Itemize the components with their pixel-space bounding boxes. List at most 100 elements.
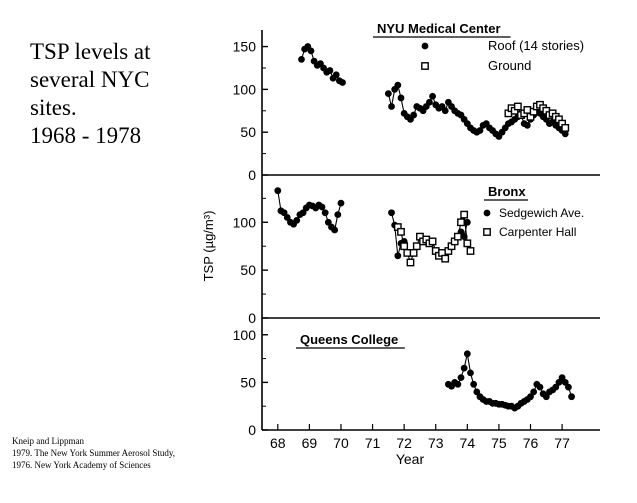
data-point — [409, 249, 418, 257]
data-point — [441, 107, 449, 115]
caption: TSP levels at several NYC sites. 1968 - … — [30, 38, 151, 150]
data-point — [561, 130, 569, 138]
data-point — [470, 380, 478, 388]
data-point — [513, 102, 522, 111]
data-point — [321, 209, 329, 217]
panel-3: 0 50 100 Queens College 68 69 70 71 72 73 74 75 76 77… — [233, 327, 600, 467]
caption-line-4: 1968 - 1978 — [30, 123, 142, 148]
x-tick-label: 75 — [491, 435, 507, 451]
data-point — [523, 106, 532, 114]
x-tick-label: 71 — [365, 435, 381, 451]
panel-title: NYU Medical Center — [377, 21, 501, 36]
caption-line-1: TSP levels at — [30, 39, 151, 64]
y-tick-label: 50 — [240, 374, 256, 390]
data-point — [337, 199, 345, 207]
data-point — [384, 90, 392, 98]
legend-label: Roof (14 stories) — [488, 38, 584, 53]
x-tick-label: 68 — [270, 435, 286, 451]
y-tick-label: 0 — [248, 422, 256, 438]
data-point — [331, 226, 339, 234]
series-sedgewich-ave- — [274, 187, 471, 260]
panel-title: Bronx — [488, 184, 526, 199]
y-tick-label: 100 — [233, 327, 257, 343]
legend-marker — [483, 209, 491, 217]
caption-line-3: sites. — [30, 95, 77, 120]
data-point — [397, 94, 405, 102]
data-point — [397, 227, 405, 236]
series-queens-college — [444, 350, 575, 412]
y-tick-label: 50 — [240, 124, 256, 140]
data-point — [410, 111, 418, 119]
legend-marker — [421, 62, 429, 70]
data-point — [388, 209, 395, 217]
data-point — [406, 258, 415, 267]
data-point — [283, 214, 291, 221]
data-point — [332, 71, 340, 79]
y-tick-label: 50 — [240, 262, 256, 278]
y-tick-label: 0 — [248, 310, 256, 326]
data-point — [460, 210, 469, 219]
credit-line-1: Kneip and Lippman — [12, 436, 84, 446]
x-tick-label: 76 — [523, 435, 539, 451]
y-tick-label: 100 — [233, 81, 257, 97]
data-point — [463, 350, 471, 358]
data-point — [400, 242, 409, 251]
data-point — [467, 369, 474, 377]
legend-marker — [483, 228, 491, 236]
data-point — [334, 211, 342, 219]
legend-marker — [421, 42, 429, 50]
x-axis-title: Year — [396, 451, 425, 467]
credit-line-2: 1979. The New York Summer Aerosol Study, — [12, 448, 176, 458]
data-point — [463, 239, 472, 248]
panel-title: Queens College — [300, 332, 398, 347]
legend-label: Carpenter Hall — [499, 225, 576, 239]
legend-label: Ground — [488, 58, 531, 73]
data-point — [466, 247, 475, 255]
data-point — [394, 81, 402, 89]
data-point — [274, 187, 282, 195]
panel-1: 0 50 100 150 NYU Medical Center Roof (14 stor… — [233, 21, 600, 183]
data-point — [457, 218, 465, 227]
data-point — [565, 383, 572, 391]
data-point — [293, 216, 301, 224]
legend-label: Sedgewich Ave. — [499, 206, 584, 220]
data-point — [412, 242, 421, 251]
data-point — [429, 92, 436, 100]
data-point — [324, 218, 332, 226]
x-tick-label: 70 — [333, 435, 349, 451]
data-point — [460, 364, 468, 372]
caption-line-2: several NYC — [30, 67, 150, 92]
data-point — [428, 237, 437, 246]
data-point — [388, 103, 395, 110]
y-tick-label: 0 — [248, 167, 256, 183]
data-point — [453, 232, 462, 241]
data-point — [339, 79, 346, 86]
source-credit: Kneip and Lippman 1979. The New York Sum… — [12, 435, 175, 471]
panel-2: 0 50 100 Bronx Sedgewich Ave. Carpenter Hall T… — [201, 184, 600, 326]
series-carpenter-hall — [393, 210, 475, 267]
data-point — [307, 47, 315, 55]
data-point — [299, 209, 307, 217]
y-axis-title: TSP (µg/m³) — [201, 211, 216, 282]
data-point — [568, 393, 575, 401]
data-point — [476, 127, 484, 134]
data-point — [561, 124, 570, 132]
data-point — [403, 249, 412, 257]
data-point — [530, 388, 538, 396]
y-tick-label: 100 — [233, 214, 257, 230]
data-point — [457, 374, 465, 382]
x-tick-label: 73 — [428, 435, 444, 451]
x-tick-label: 74 — [460, 435, 476, 451]
data-point — [298, 56, 305, 63]
x-tick-label: 72 — [396, 435, 412, 451]
data-point — [426, 98, 433, 106]
x-tick-label: 69 — [302, 435, 318, 451]
data-point — [454, 380, 462, 388]
data-point — [280, 209, 288, 217]
series-ground — [504, 100, 570, 132]
y-tick-label: 150 — [233, 39, 257, 55]
data-point — [318, 203, 326, 211]
series-line — [448, 353, 573, 409]
data-point — [326, 67, 334, 74]
